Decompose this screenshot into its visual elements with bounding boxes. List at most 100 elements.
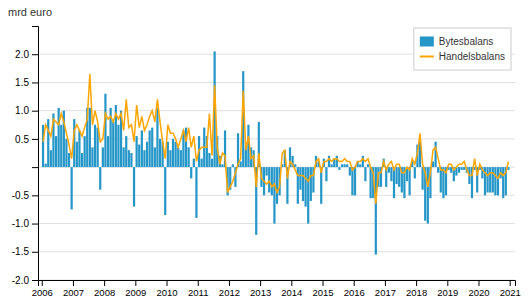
- bar: [99, 167, 101, 190]
- bar: [208, 153, 210, 167]
- x-tick-mark: [354, 280, 355, 286]
- bar: [302, 167, 304, 201]
- bar: [146, 142, 148, 167]
- y-tick: 0.5: [15, 134, 38, 145]
- bar: [180, 150, 182, 167]
- y-tick-mark: [32, 195, 38, 196]
- bar: [107, 136, 109, 167]
- x-tick-mark: [42, 280, 43, 286]
- bar: [164, 167, 166, 215]
- bar: [427, 167, 429, 223]
- bar: [149, 130, 151, 167]
- bar: [299, 167, 301, 190]
- x-tick-label: 2018: [406, 287, 427, 298]
- bar: [201, 159, 203, 167]
- legend-label: Handelsbalans: [439, 51, 505, 62]
- bar: [156, 108, 158, 167]
- grid-line: [38, 223, 515, 224]
- bar: [221, 164, 223, 167]
- bar: [76, 142, 78, 167]
- x-tick-label: 2014: [281, 287, 302, 298]
- bar: [102, 147, 104, 167]
- bar: [489, 167, 491, 192]
- bar: [266, 167, 268, 175]
- bar: [172, 139, 174, 167]
- bar: [336, 156, 338, 167]
- x-tick-label: 2009: [125, 287, 146, 298]
- bar: [81, 153, 83, 167]
- x-tick-mark: [73, 280, 74, 286]
- x-tick-label: 2011: [188, 287, 208, 298]
- bar: [55, 136, 57, 167]
- bar: [68, 153, 70, 167]
- x-tick-mark: [416, 280, 417, 286]
- bar: [84, 136, 86, 167]
- bar: [128, 150, 130, 167]
- x-axis: 2006200720082009201020112012201320142015…: [32, 280, 521, 298]
- bar: [440, 167, 442, 192]
- x-tick: 2019: [437, 280, 458, 298]
- y-tick-label: -2.0: [12, 275, 30, 286]
- x-tick-mark: [510, 280, 511, 286]
- bar: [154, 147, 156, 167]
- x-tick-label: 2015: [312, 287, 333, 298]
- legend-label: Bytesbalans: [439, 36, 493, 47]
- bar: [136, 136, 138, 167]
- bar: [349, 167, 351, 175]
- bar: [310, 167, 312, 201]
- x-tick: 2015: [312, 280, 333, 298]
- bar: [502, 167, 504, 198]
- y-tick-mark: [32, 139, 38, 140]
- bar: [94, 125, 96, 167]
- x-tick-label: 2006: [32, 287, 53, 298]
- y-tick-mark: [32, 280, 38, 281]
- y-tick-mark: [32, 252, 38, 253]
- bar: [143, 150, 145, 167]
- x-tick-label: 2012: [219, 287, 240, 298]
- bar: [375, 167, 377, 254]
- bar: [58, 108, 60, 167]
- bar: [393, 167, 395, 198]
- legend-swatch: [420, 37, 434, 47]
- bar: [422, 167, 424, 190]
- y-tick-label: 1.0: [15, 105, 29, 116]
- x-tick-mark: [447, 280, 448, 286]
- y-tick-label: 0.5: [15, 134, 29, 145]
- x-tick: 2018: [406, 280, 427, 298]
- bar: [331, 164, 333, 167]
- bar: [486, 167, 488, 192]
- legend-frame: [414, 28, 511, 70]
- bar: [463, 167, 465, 170]
- bar: [50, 150, 52, 167]
- bar: [450, 167, 452, 173]
- bar: [409, 167, 411, 195]
- bar: [169, 150, 171, 167]
- bar: [344, 164, 346, 167]
- bar: [190, 167, 192, 178]
- y-tick-mark: [32, 54, 38, 55]
- bar: [141, 130, 143, 167]
- line: [43, 74, 508, 204]
- y-axis-line: [32, 27, 39, 281]
- y-tick: -1.0: [12, 218, 38, 229]
- bar: [175, 142, 177, 167]
- y-tick-mark: [32, 167, 38, 168]
- bar: [351, 167, 353, 195]
- bar: [434, 142, 436, 167]
- x-tick-mark: [260, 280, 261, 286]
- x-tick-mark: [323, 280, 324, 286]
- x-tick: 2010: [156, 280, 177, 298]
- bar: [437, 167, 439, 173]
- bar: [396, 167, 398, 184]
- bar: [494, 167, 496, 195]
- bar: [195, 167, 197, 218]
- bar: [60, 125, 62, 167]
- bar: [364, 167, 366, 181]
- bar: [159, 139, 161, 167]
- bar: [328, 156, 330, 167]
- bar: [78, 130, 80, 167]
- bar: [458, 167, 460, 173]
- bar: [123, 147, 125, 167]
- x-tick-label: 2010: [156, 287, 177, 298]
- bar: [112, 122, 114, 167]
